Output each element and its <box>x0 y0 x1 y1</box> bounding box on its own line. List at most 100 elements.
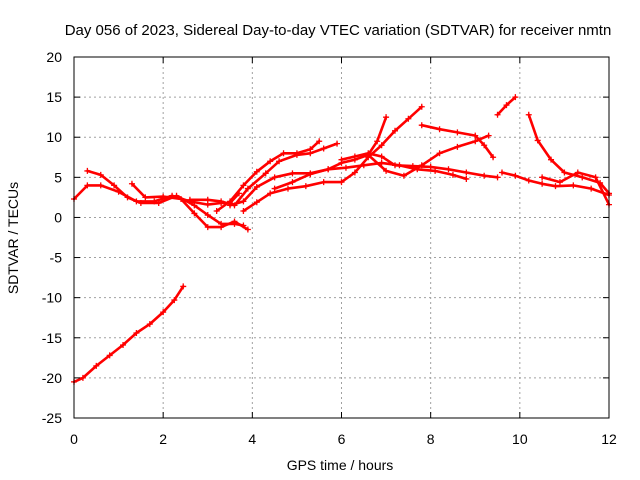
data-point <box>334 140 341 147</box>
data-point <box>463 169 470 176</box>
data-point <box>374 138 381 145</box>
y-tick-label: 20 <box>46 49 62 65</box>
data-point <box>316 138 323 145</box>
data-point <box>351 153 358 160</box>
data-point <box>111 182 118 189</box>
series-arc-i <box>338 150 501 181</box>
y-tick-labels: -25 -20 -15 -10 -5 0 5 10 15 20 <box>42 49 62 426</box>
data-point <box>133 329 140 336</box>
data-point <box>342 164 349 171</box>
x-tick-label: 2 <box>159 431 167 447</box>
data-point <box>432 167 439 174</box>
data-point <box>392 162 398 169</box>
data-point <box>485 132 492 139</box>
data-point <box>556 179 563 186</box>
data-point <box>285 185 291 192</box>
series-arc-l <box>494 94 519 118</box>
data-point <box>325 166 332 173</box>
data-point <box>204 196 211 203</box>
data-point <box>409 163 416 170</box>
data-point <box>383 167 390 174</box>
data-point <box>445 166 452 173</box>
data-point <box>244 226 251 233</box>
series-arc-p <box>71 283 187 385</box>
data-point <box>392 127 398 134</box>
y-tick-label: 10 <box>46 129 62 145</box>
x-tick-label: 12 <box>601 431 617 447</box>
data-point <box>494 174 501 181</box>
series-arc-o <box>539 169 612 208</box>
data-point <box>592 174 599 181</box>
data-point <box>338 179 345 186</box>
data-point <box>418 122 425 129</box>
data-point <box>427 163 434 170</box>
data-point <box>293 150 300 157</box>
data-point <box>271 174 278 181</box>
series-line <box>420 123 495 159</box>
data-point <box>253 183 260 190</box>
data-point <box>267 190 274 197</box>
data-point <box>539 174 546 181</box>
data-point <box>240 182 247 189</box>
data-point <box>204 224 211 231</box>
data-point <box>405 115 412 122</box>
series-layer <box>71 94 612 385</box>
data-point <box>155 200 162 207</box>
data-point <box>481 172 488 179</box>
data-point <box>227 202 234 209</box>
data-point <box>137 200 144 207</box>
x-axis-label: GPS time / hours <box>287 457 394 473</box>
y-axis-label: SDTVAR / TECUs <box>5 182 21 294</box>
data-point <box>191 202 198 209</box>
x-tick-label: 0 <box>70 431 78 447</box>
series-arc-b <box>84 167 247 229</box>
y-tick-label: -15 <box>42 330 62 346</box>
data-point <box>449 171 456 178</box>
data-point <box>570 182 577 189</box>
data-point <box>378 153 385 160</box>
y-tick-label: 5 <box>54 169 62 185</box>
data-point <box>552 183 559 190</box>
data-point <box>400 172 407 179</box>
data-point <box>320 145 327 152</box>
data-point <box>231 218 238 225</box>
x-tick-label: 10 <box>512 431 528 447</box>
y-tick-label: -20 <box>42 370 62 386</box>
data-point <box>244 185 251 192</box>
data-point <box>79 374 86 381</box>
data-point <box>218 198 225 205</box>
series-arc-k <box>418 122 497 161</box>
chart-title: Day 056 of 2023, Sidereal Day-to-day VTE… <box>65 22 612 39</box>
series-arc-c <box>128 180 251 233</box>
data-point <box>454 143 461 150</box>
y-tick-label: -5 <box>50 250 63 266</box>
data-point <box>128 180 135 187</box>
data-point <box>213 208 220 215</box>
x-tick-label: 6 <box>338 431 346 447</box>
x-tick-labels: 0 2 4 6 8 10 12 <box>70 431 617 447</box>
data-point <box>240 208 247 215</box>
data-point <box>253 168 260 175</box>
data-point <box>454 129 461 136</box>
data-point <box>218 224 225 231</box>
data-point <box>588 185 595 192</box>
data-point <box>289 179 296 186</box>
data-point <box>271 185 278 192</box>
data-point <box>338 156 345 163</box>
data-point <box>97 182 104 189</box>
data-point <box>351 169 358 176</box>
data-point <box>142 194 149 201</box>
data-point <box>503 102 510 109</box>
y-tick-label: -10 <box>42 290 62 306</box>
data-point <box>204 212 211 219</box>
data-point <box>106 352 113 359</box>
x-tick-label: 8 <box>427 431 435 447</box>
data-point <box>253 199 260 206</box>
data-point <box>320 179 327 186</box>
data-point <box>499 169 505 176</box>
data-point <box>289 170 296 177</box>
ticks <box>73 56 610 419</box>
data-point <box>280 150 287 157</box>
data-point <box>120 341 127 348</box>
